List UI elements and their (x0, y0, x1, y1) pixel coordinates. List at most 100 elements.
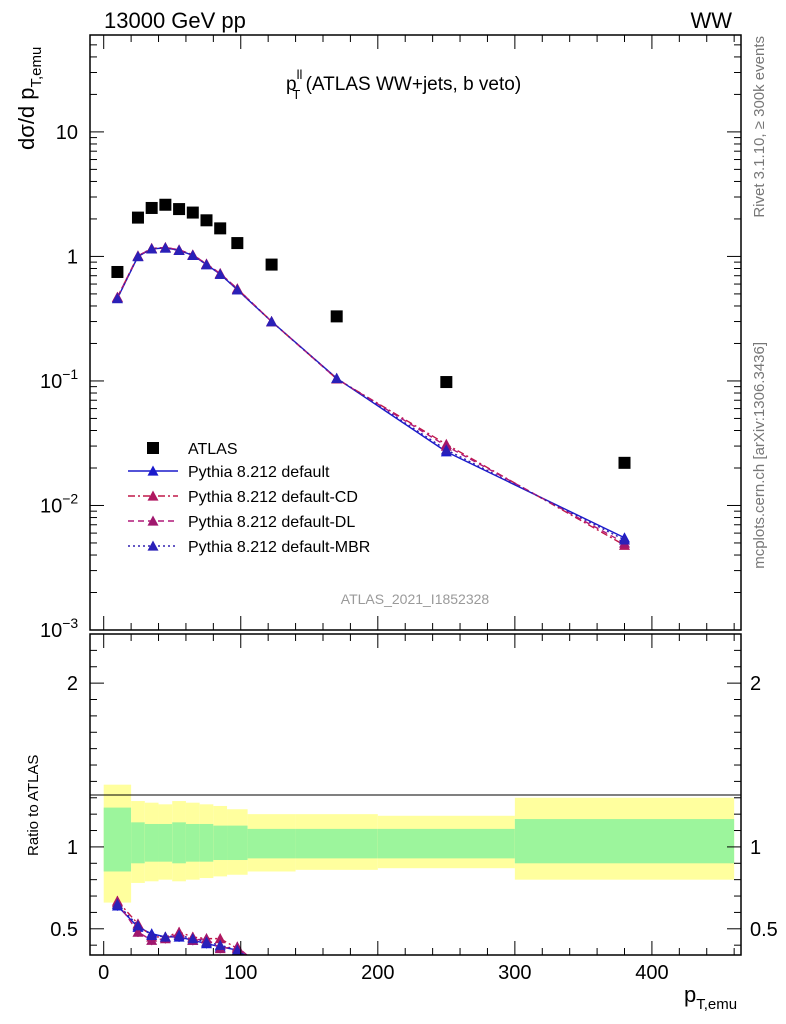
mc-point (159, 242, 171, 253)
legend-label-atlas: ATLAS (188, 441, 238, 458)
data-point (111, 265, 124, 278)
ratio-point (132, 926, 144, 937)
mc-point (111, 292, 123, 304)
mc-point (200, 259, 212, 270)
mc-point (619, 534, 631, 545)
data-point (618, 456, 631, 469)
legend-label: Pythia 8.212 default-CD (188, 489, 358, 506)
ratio-y-tick-label: 1 (67, 837, 78, 859)
band-stat-uncertainty (131, 822, 145, 864)
legend-marker (147, 540, 159, 551)
y-tick-label: 10−2 (40, 490, 78, 517)
mc-point (146, 243, 158, 254)
ratio-series-layer (111, 895, 248, 955)
x-axis-label: pT,emu (684, 982, 737, 1013)
title-sub: T (292, 87, 300, 102)
data-point (173, 203, 186, 216)
legend-marker (147, 490, 159, 501)
band-stat-uncertainty (227, 825, 248, 861)
band-stat-uncertainty (158, 823, 173, 862)
data-point (440, 376, 453, 389)
mc-point (173, 244, 185, 255)
ratio-y-tick-label-right: 0.5 (750, 919, 778, 941)
svg-text:pT,emu: pT,emu (684, 982, 737, 1013)
mc-point (214, 268, 226, 279)
main-y-ticks: 10 1 10−1 10−2 10−3 (40, 34, 741, 642)
band-stat-uncertainty (514, 819, 735, 864)
main-series-layer (111, 198, 631, 550)
legend-label: Pythia 8.212 default-DL (188, 514, 355, 531)
data-point (200, 214, 213, 227)
y-tick-label: 10−3 (40, 615, 78, 642)
plot-title: pll T (ATLAS WW+jets, b veto) (286, 67, 521, 102)
energy-label: 13000 GeV pp (104, 8, 246, 33)
legend-label: Pythia 8.212 default-MBR (188, 539, 370, 556)
mc-point (231, 284, 243, 295)
y-tick-label: 10−1 (40, 366, 78, 393)
data-point (231, 237, 244, 250)
band-stat-uncertainty (144, 823, 159, 862)
ratio-point (214, 933, 226, 944)
y-tick-label: 1 (67, 246, 78, 268)
x-tick-label: 0 (98, 962, 109, 984)
x-tick-label: 300 (498, 962, 531, 984)
ratio-ticks: 0.5 0.5 1 1 2 2 0 100 200 300 400 (50, 634, 778, 984)
xlabel-sub: T,emu (696, 996, 737, 1013)
ratio-point (200, 936, 212, 947)
mc-point (440, 444, 452, 455)
mc-point (266, 316, 278, 327)
xlabel-main: p (684, 982, 696, 1007)
main-y-axis-label: dσ/d pT,emu (14, 47, 45, 150)
y-tick-label: 10 (56, 122, 78, 144)
main-frame (89, 34, 742, 631)
x-tick-label: 200 (361, 962, 394, 984)
ratio-frame (89, 633, 742, 956)
ratio-point (146, 929, 158, 941)
main-ylabel-main: dσ/d p (14, 87, 39, 150)
band-stat-uncertainty (295, 828, 378, 859)
ratio-y-tick-label: 2 (67, 673, 78, 695)
band-stat-uncertainty (172, 822, 186, 864)
data-point (186, 206, 199, 219)
ratio-y-tick-label-right: 2 (750, 673, 761, 695)
ratio-y-tick-label-right: 1 (750, 837, 761, 859)
mcplots-label: mcplots.cern.ch [arXiv:1306.3436] (751, 342, 768, 569)
data-point (214, 222, 227, 235)
legend-marker (147, 515, 159, 526)
title-main: p (286, 74, 297, 95)
main-ylabel-sub: T,emu (28, 47, 45, 88)
ratio-y-axis-label: Ratio to ATLAS (25, 755, 42, 856)
legend-label: Pythia 8.212 default (188, 464, 330, 481)
data-point (145, 201, 158, 214)
ratio-line (116, 900, 248, 955)
svg-text:dσ/d pT,emu: dσ/d pT,emu (14, 47, 45, 150)
band-stat-uncertainty (185, 823, 200, 862)
ratio-point (214, 939, 226, 950)
band-stat-uncertainty (213, 825, 228, 861)
rivet-label: Rivet 3.1.10, ≥ 300k events (751, 36, 768, 218)
ratio-point (231, 944, 243, 955)
process-label: WW (690, 8, 732, 33)
ratio-point (111, 898, 123, 909)
band-stat-uncertainty (103, 807, 132, 872)
ratio-line (116, 903, 246, 955)
x-tick-label: 400 (635, 962, 668, 984)
mc-point (187, 249, 199, 261)
mc-point (331, 372, 343, 383)
ratio-point (173, 929, 185, 941)
ratio-point (159, 931, 171, 942)
data-point (131, 211, 144, 224)
x-tick-label: 100 (224, 962, 257, 984)
band-stat-uncertainty (199, 823, 214, 862)
ratio-point (132, 920, 144, 931)
ratio-bands (103, 784, 735, 903)
band-stat-uncertainty (377, 828, 515, 859)
mc-point (132, 250, 144, 262)
title-sup: ll (297, 67, 303, 82)
data-point (265, 258, 278, 271)
data-point (330, 310, 343, 323)
legend: ATLAS Pythia 8.212 default Pythia 8.212 d… (128, 441, 370, 556)
band-stat-uncertainty (247, 828, 296, 859)
analysis-id: ATLAS_2021_I1852328 (341, 591, 490, 607)
